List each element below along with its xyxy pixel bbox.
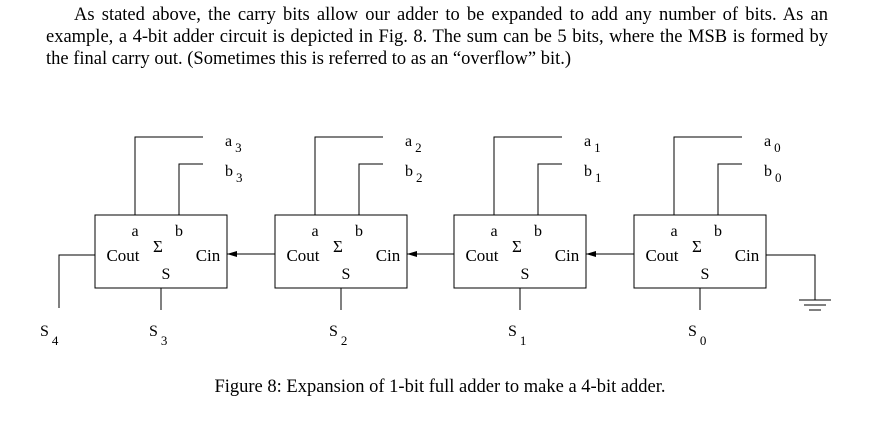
sum-output-label: S2 — [329, 323, 347, 348]
sum-symbol: Σ — [333, 237, 343, 256]
pin-b-label: b — [355, 223, 363, 240]
b-input-wire — [178, 163, 203, 215]
pin-cin-label: Cin — [555, 246, 580, 265]
body-paragraph: As stated above, the carry bits allow ou… — [46, 5, 828, 69]
four-bit-adder-diagram: a 3 b 3 a b Cout Σ Cin S S3 a 2 b 2 a b Cout Σ Cin S S2 a 1 b 1 a b… — [40, 133, 831, 348]
a-input-wire — [134, 136, 203, 215]
pin-a-label: a — [311, 223, 318, 240]
full-adder-stage-3: a 0 b 0 a b Cout Σ Cin S S0 — [633, 133, 782, 348]
b-input-wire — [537, 163, 562, 215]
figure-caption: Figure 8: Expansion of 1-bit full adder … — [214, 377, 666, 397]
sum-symbol: Σ — [153, 237, 163, 256]
pin-a-label: a — [490, 223, 497, 240]
pin-cout-label: Cout — [106, 246, 139, 265]
pin-b-label: b — [175, 223, 183, 240]
pin-cin-label: Cin — [376, 246, 401, 265]
full-adder-stage-0: a 3 b 3 a b Cout Σ Cin S S3 — [94, 133, 243, 348]
pin-b-label: b — [534, 223, 542, 240]
sum-symbol: Σ — [512, 237, 522, 256]
sum-symbol: Σ — [692, 237, 702, 256]
ground-wire — [766, 254, 816, 300]
full-adder-stage-1: a 2 b 2 a b Cout Σ Cin S S2 — [274, 133, 423, 348]
pin-s-label: S — [162, 266, 171, 283]
sum-output-label: S1 — [508, 323, 526, 348]
pin-s-label: S — [521, 266, 530, 283]
pin-cin-label: Cin — [196, 246, 221, 265]
pin-cout-label: Cout — [465, 246, 498, 265]
full-adder-stage-2: a 1 b 1 a b Cout Σ Cin S S1 — [453, 133, 602, 348]
pin-cin-label: Cin — [735, 246, 760, 265]
pin-cout-label: Cout — [645, 246, 678, 265]
ground-symbol — [766, 254, 831, 311]
pin-cout-label: Cout — [286, 246, 319, 265]
pin-s-label: S — [342, 266, 351, 283]
sum-output-label: S3 — [149, 323, 167, 348]
a-input-wire — [493, 136, 562, 215]
a-input-wire — [673, 136, 742, 215]
sum-output-label: S0 — [688, 323, 706, 348]
overflow-wire — [58, 254, 95, 308]
overflow-label: S4 — [40, 323, 59, 348]
a-input-wire — [314, 136, 383, 215]
overflow-output: S4 — [40, 254, 95, 348]
b-input-wire — [717, 163, 742, 215]
pin-b-label: b — [714, 223, 722, 240]
b-input-wire — [358, 163, 383, 215]
pin-a-label: a — [670, 223, 677, 240]
pin-a-label: a — [131, 223, 138, 240]
pin-s-label: S — [701, 266, 710, 283]
